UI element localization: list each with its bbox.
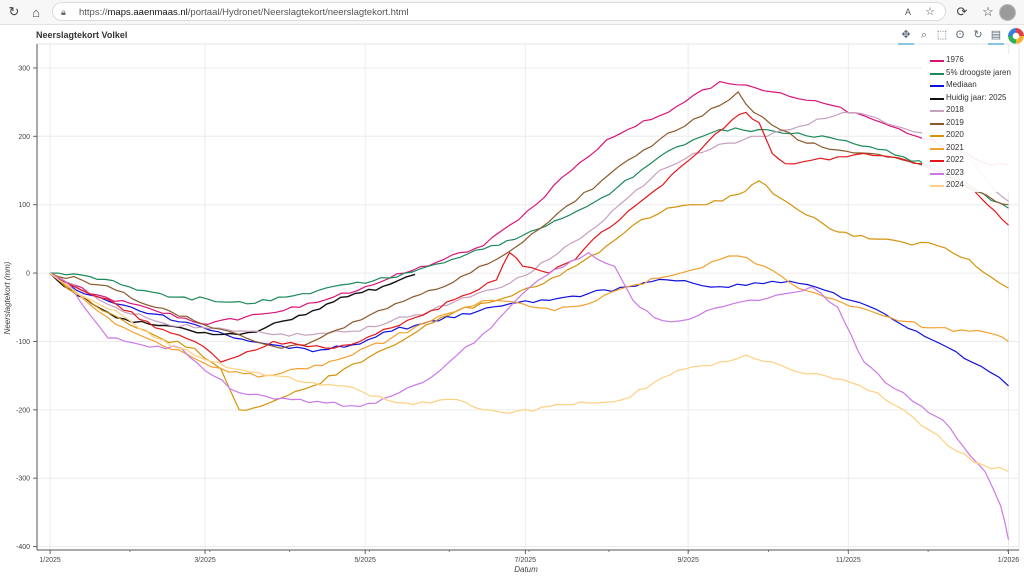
y-tick-label: 100 [18, 202, 30, 209]
legend-item[interactable]: 1976 [922, 54, 1018, 67]
legend-label: 2018 [946, 105, 964, 115]
x-tick-label: 1/2025 [39, 557, 61, 564]
legend-label: 5% droogste jaren [946, 67, 1011, 77]
legend-label: 2022 [946, 155, 964, 165]
legend-swatch [930, 85, 944, 88]
legend-swatch [930, 160, 944, 163]
legend-label: 1976 [946, 55, 964, 64]
x-tick-label: 1/2026 [998, 557, 1020, 564]
legend-label: Huidig jaar: 2025 [946, 92, 1007, 102]
series-line-2021[interactable] [49, 255, 1009, 378]
series-line-2023[interactable] [49, 252, 1010, 540]
box-zoom-icon[interactable]: ⌕ [920, 29, 928, 41]
y-tick-label: -400 [16, 544, 30, 551]
series-line-2024[interactable] [49, 272, 1009, 472]
bokeh-logo-icon[interactable] [1008, 28, 1024, 44]
favorites-icon[interactable]: ☆ [982, 4, 994, 19]
y-tick-label: 0 [26, 271, 30, 278]
box-select-icon[interactable]: ⬚ [936, 29, 948, 41]
y-axis-label: Neerslagtekort (mm) [3, 261, 12, 334]
read-aloud-icon[interactable]: A [904, 7, 911, 17]
reset-icon[interactable]: ↻ [973, 29, 983, 41]
url-text: https://maps.aaenmaas.nl/portaal/Hydrone… [79, 3, 409, 22]
series-line-5-droogste-jaren[interactable] [50, 127, 1009, 305]
legend-item[interactable]: 2020 [922, 129, 1018, 142]
y-tick-label: 300 [18, 65, 30, 72]
legend-swatch [930, 147, 944, 150]
axes: 300 200 100 0 -100 -200 -300 -400 1/2025 3/2025 5/… [16, 44, 1019, 564]
reload-icon[interactable]: ↻ [8, 4, 20, 19]
legend-swatch [930, 110, 944, 113]
home-icon[interactable]: ⌂ [32, 4, 40, 20]
legend-item[interactable]: 2024 [922, 179, 1018, 192]
star-icon[interactable]: ☆ [925, 6, 935, 18]
legend-item[interactable]: 2018 [922, 104, 1018, 117]
x-tick-label: 5/2025 [354, 557, 376, 564]
url-host: maps.aaenmaas.nl [107, 7, 188, 18]
legend-swatch [930, 60, 944, 62]
lasso-icon[interactable]: ʘ [955, 29, 965, 41]
chart-title: Neerslagtekort Volkel [36, 30, 128, 40]
legend-label: 2019 [946, 117, 964, 127]
legend-swatch [930, 185, 944, 188]
series-line-2022[interactable] [49, 111, 1009, 363]
legend-swatch [930, 97, 944, 100]
url-path: /portaal/Hydronet/Neerslagtekort/neersla… [187, 7, 409, 18]
series-line-2020[interactable] [49, 180, 1009, 411]
series-lines [49, 81, 1010, 540]
legend-swatch [930, 135, 944, 138]
legend-item[interactable]: 2021 [922, 142, 1018, 155]
legend-label: 2024 [946, 180, 964, 190]
url-prefix: https:// [79, 7, 108, 18]
x-tick-label: 7/2025 [515, 557, 537, 564]
address-bar[interactable]: 🔒︎ https://maps.aaenmaas.nl/portaal/Hydr… [52, 2, 946, 21]
legend-label: Mediaan [946, 80, 977, 90]
legend-label: 2023 [946, 167, 964, 177]
y-tick-label: -300 [16, 476, 30, 483]
legend-item[interactable]: 2023 [922, 167, 1018, 180]
legend-item[interactable]: 2022 [922, 154, 1018, 167]
legend-item[interactable]: 5% droogste jaren [922, 67, 1018, 80]
lock-icon[interactable]: 🔒︎ [61, 7, 66, 17]
legend-swatch [930, 72, 944, 75]
y-tick-label: -200 [16, 407, 30, 414]
avatar[interactable] [999, 4, 1016, 21]
x-tick-label: 3/2025 [194, 557, 216, 564]
legend-swatch [930, 122, 944, 125]
browser-toolbar: ↻ ⌂ 🔒︎ https://maps.aaenmaas.nl/portaal/… [0, 0, 1024, 25]
series-line-2018[interactable] [49, 111, 1009, 337]
legend: 1976 5% droogste jaren Mediaan Huidig jaar:… [922, 54, 1018, 193]
x-axis-label: Datum [514, 565, 538, 574]
extensions-icon[interactable]: ⟳ [956, 4, 968, 19]
series-line-mediaan[interactable] [49, 272, 1009, 387]
legend-item[interactable]: 2019 [922, 117, 1018, 130]
x-tick-label: 9/2025 [677, 557, 699, 564]
legend-label: 2020 [946, 130, 964, 140]
legend-swatch [930, 172, 944, 175]
series-line-2019[interactable] [49, 91, 1009, 349]
legend-label: 2021 [946, 142, 964, 152]
y-tick-label: -100 [16, 339, 30, 346]
legend-item[interactable]: Huidig jaar: 2025 [922, 92, 1018, 105]
y-tick-label: 200 [18, 134, 30, 141]
legend-item[interactable]: Mediaan [922, 79, 1018, 92]
x-tick-label: 11/2025 [836, 557, 861, 564]
